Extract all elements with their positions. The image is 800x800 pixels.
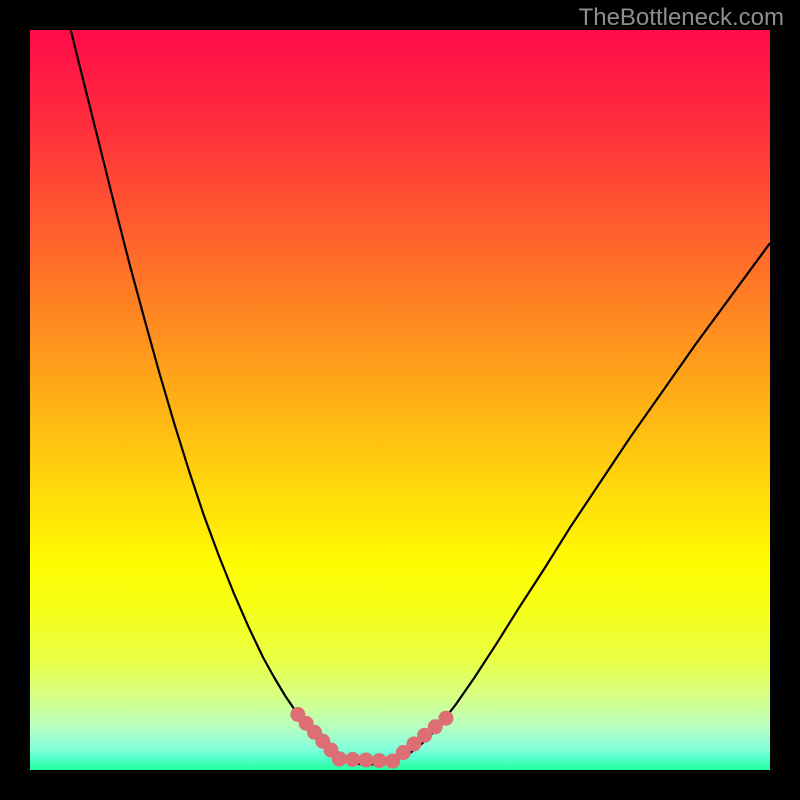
plot-svg xyxy=(30,30,770,770)
highlight-dot xyxy=(372,753,387,768)
highlight-dot xyxy=(438,711,453,726)
highlight-dot xyxy=(345,752,360,767)
highlight-dot xyxy=(358,753,373,768)
chart-root: TheBottleneck.com xyxy=(0,0,800,800)
plot-area xyxy=(30,30,770,770)
watermark-text: TheBottleneck.com xyxy=(579,4,784,32)
highlight-dot xyxy=(332,751,347,766)
gradient-background xyxy=(30,30,770,770)
